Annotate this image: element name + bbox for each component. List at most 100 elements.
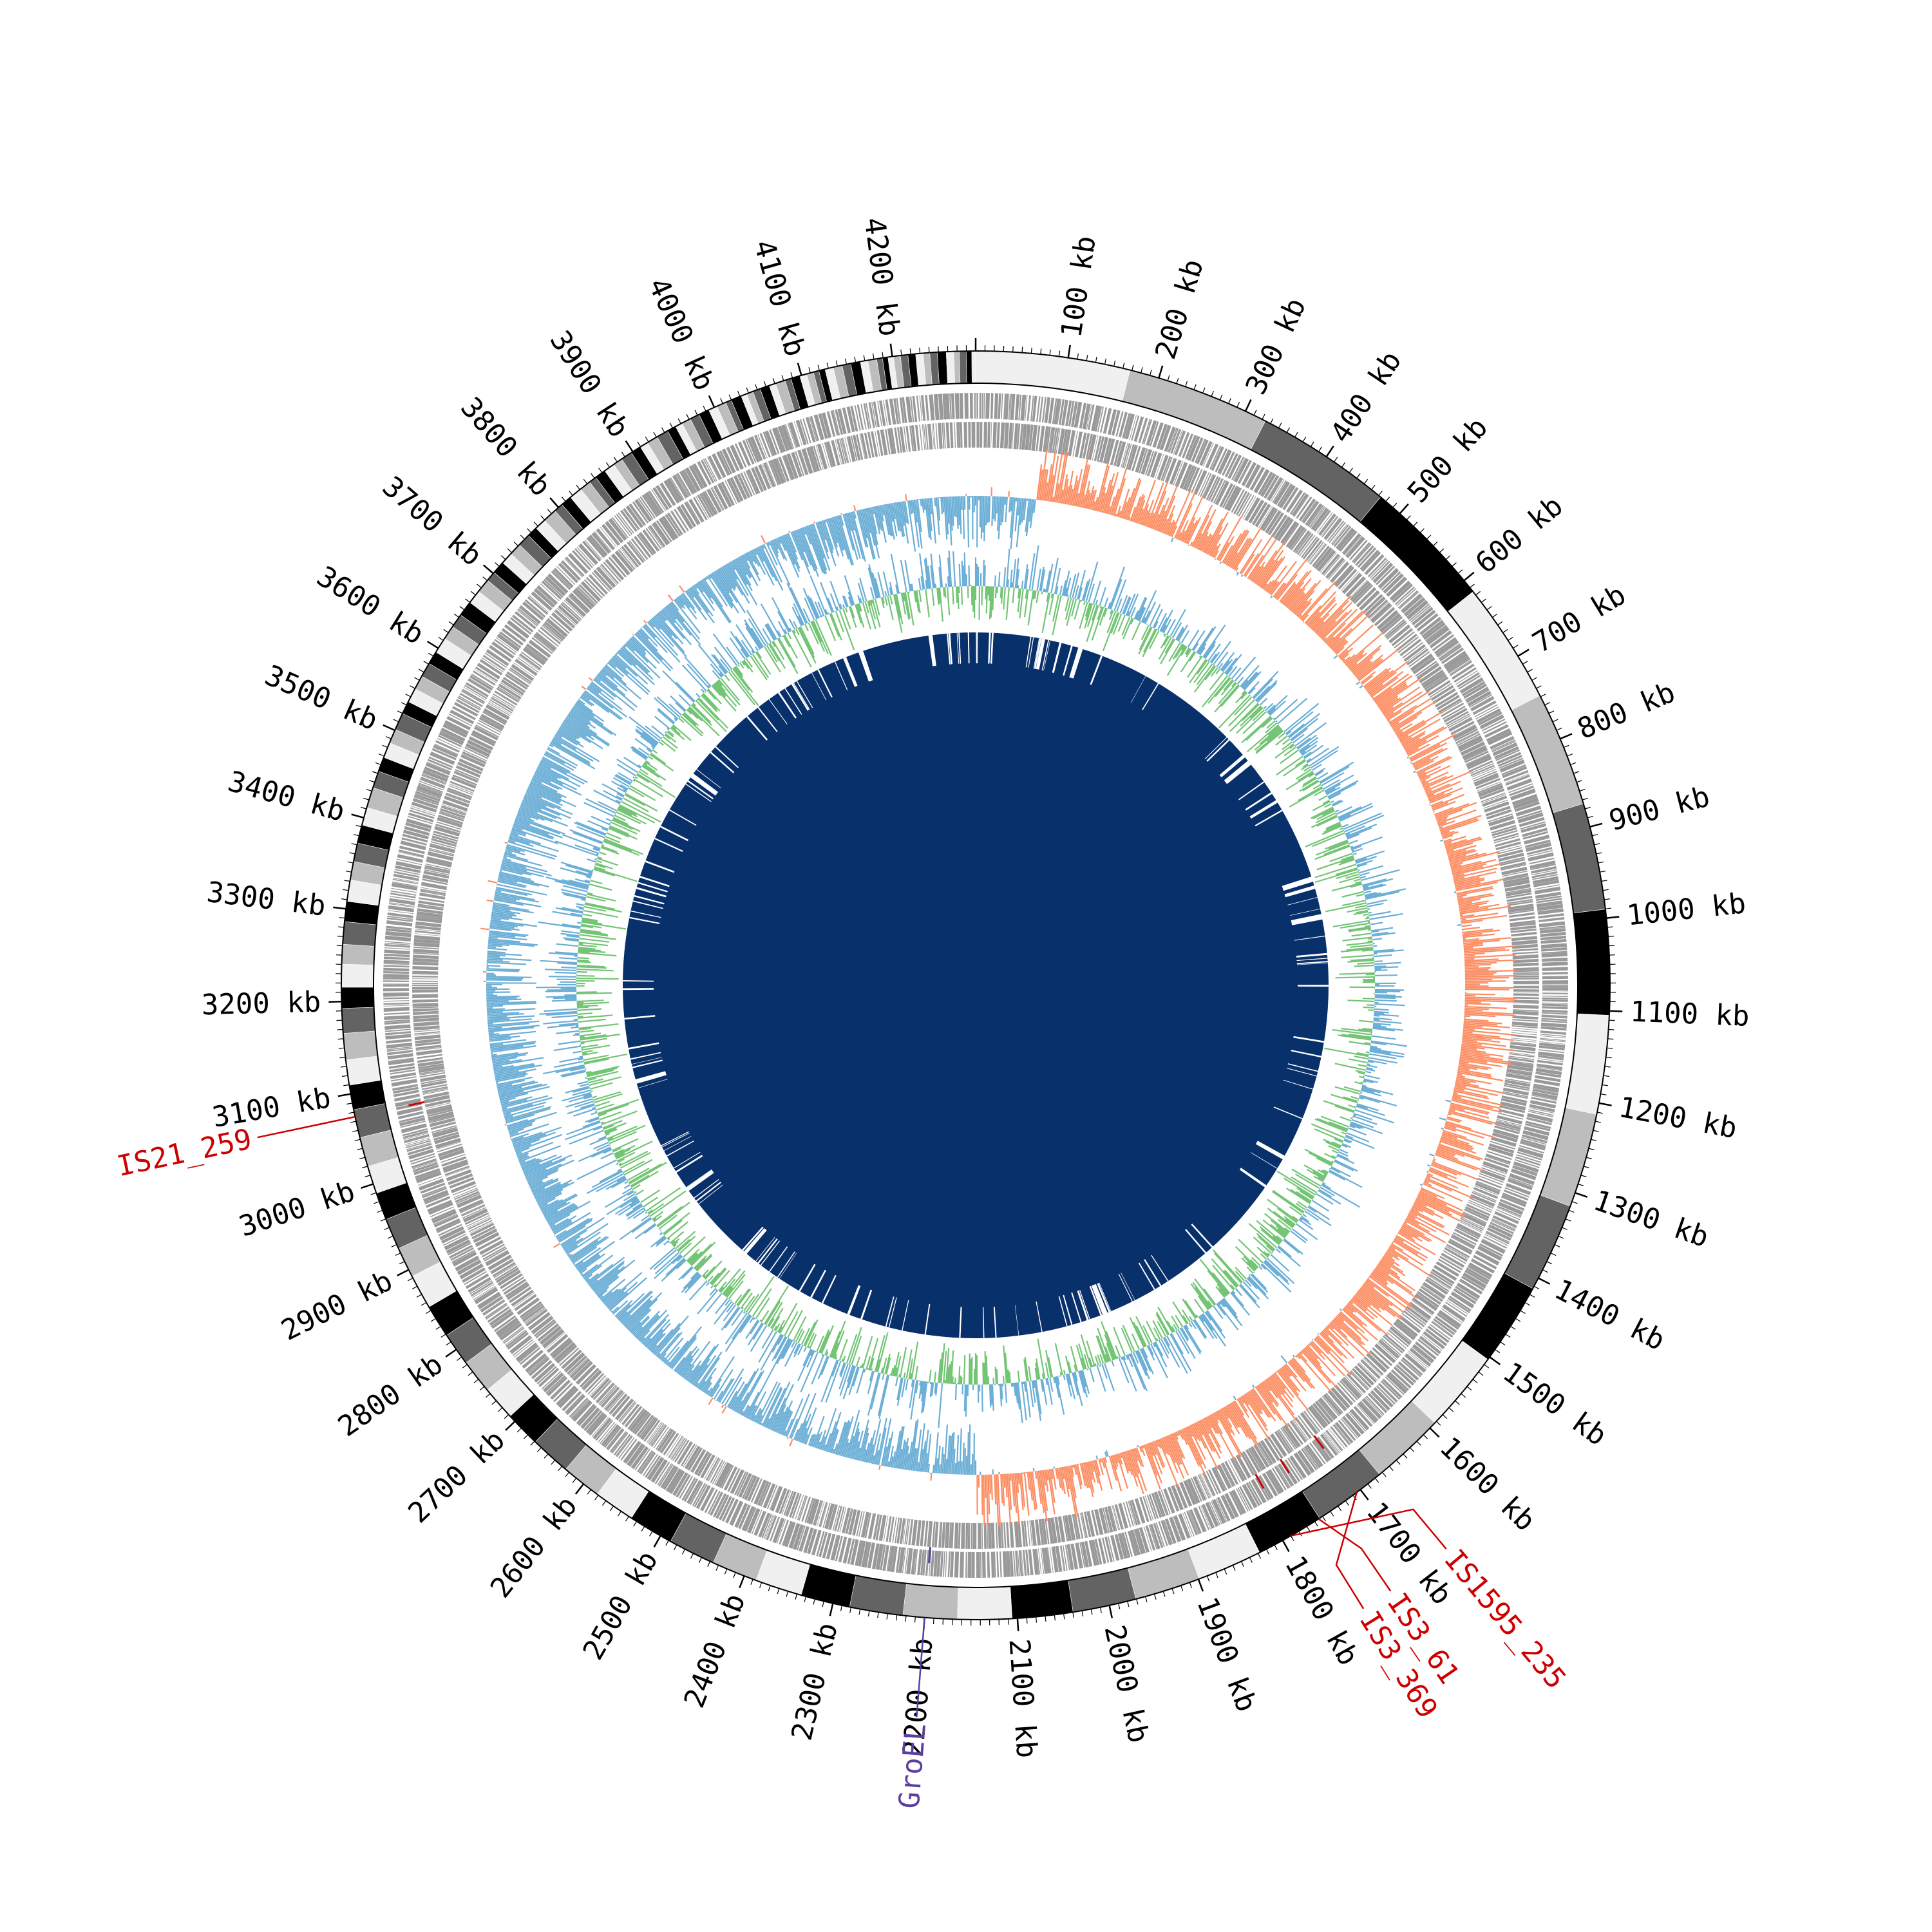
- gc-skew-bar: [858, 1419, 869, 1461]
- gene-feature: [724, 480, 737, 504]
- size-band: [341, 963, 374, 988]
- gc-skew-bar: [1115, 1454, 1119, 1464]
- gene-feature: [763, 462, 775, 488]
- gc-skew-bar: [1106, 471, 1119, 514]
- gene-feature: [741, 1506, 755, 1531]
- gene-feature: [433, 1215, 459, 1228]
- gene-feature: [1389, 1326, 1412, 1345]
- gene-feature: [906, 1548, 913, 1575]
- gc-skew-bar: [958, 496, 960, 526]
- gc-skew-bar: [1258, 1383, 1273, 1403]
- gene-feature: [599, 565, 618, 585]
- gene-feature: [419, 1072, 446, 1078]
- gene-feature: [1404, 1353, 1426, 1373]
- gene-feature: [1441, 647, 1464, 665]
- gc-skew-bar: [1406, 756, 1409, 759]
- gene-feature: [383, 992, 410, 997]
- gc-skew-bar: [573, 705, 617, 736]
- gene-feature: [1267, 477, 1283, 501]
- gene-feature: [1121, 442, 1128, 468]
- gene-feature: [1434, 637, 1457, 654]
- gene-feature: [949, 422, 954, 448]
- gc-content-bar: [1334, 1086, 1360, 1095]
- gene-feature: [1162, 1519, 1173, 1545]
- gc-skew-bar: [783, 535, 800, 572]
- gene-feature: [1531, 866, 1557, 874]
- gc-skew-bar: [786, 1398, 804, 1437]
- gene-feature: [1273, 480, 1291, 506]
- gene-feature: [1536, 1066, 1562, 1072]
- gene-feature: [819, 1531, 828, 1558]
- gc-content-bar: [1366, 899, 1388, 905]
- gc-skew-bar: [537, 1191, 562, 1204]
- gc-content-bar: [1356, 863, 1368, 868]
- gene-feature: [808, 1499, 820, 1525]
- gene-feature: [1009, 1522, 1014, 1548]
- gene-feature: [1330, 1426, 1348, 1448]
- gene-feature: [422, 1089, 448, 1095]
- gc-content-bar: [1347, 833, 1360, 840]
- gc-content-bar: [1359, 871, 1370, 876]
- gene-feature: [1302, 538, 1320, 560]
- gene-feature: [525, 1353, 547, 1373]
- gc-skew-bar: [831, 516, 844, 551]
- gene-feature: [414, 1032, 440, 1036]
- gc-skew-bar: [1074, 469, 1083, 506]
- gene-feature: [491, 1311, 514, 1329]
- gc-skew-bar: [898, 502, 905, 536]
- gc-skew-bar: [951, 1432, 955, 1475]
- gc-content-bar: [1335, 976, 1375, 979]
- gc-content-bar: [1374, 1008, 1389, 1011]
- gene-feature: [753, 1479, 768, 1505]
- gc-skew-bar: [1423, 1182, 1463, 1202]
- gene-feature: [1018, 394, 1022, 421]
- gc-content-bar: [1149, 630, 1160, 649]
- gene-feature: [1323, 1394, 1342, 1416]
- gc-skew-bar: [1348, 1302, 1389, 1336]
- gc-content-bar: [1368, 911, 1392, 916]
- gc-skew-bar: [605, 664, 623, 680]
- size-band: [936, 351, 948, 385]
- gc-skew-bar: [1143, 1444, 1161, 1490]
- gene-feature: [963, 422, 967, 448]
- gc-content-bar: [1361, 1086, 1381, 1094]
- gene-feature: [420, 1182, 446, 1194]
- gc-skew-bar: [1280, 1355, 1288, 1364]
- gene-feature: [1541, 1018, 1567, 1021]
- gc-skew-bar: [920, 498, 922, 507]
- gene-feature: [596, 528, 615, 551]
- gc-skew-bar: [639, 629, 649, 639]
- gc-skew-bar: [677, 596, 685, 606]
- gc-skew-bar: [901, 1441, 907, 1470]
- gc-skew-bar: [668, 1326, 703, 1368]
- gene-feature: [1328, 1428, 1345, 1449]
- gc-skew-bar: [589, 1279, 598, 1287]
- gc-skew-bar: [652, 1322, 681, 1354]
- gene-feature: [583, 579, 603, 599]
- gc-content-bar: [1095, 600, 1099, 605]
- gc-skew-bar: [597, 1286, 610, 1297]
- gc-content-bar: [1061, 580, 1067, 596]
- gc-skew-bar: [1454, 1088, 1488, 1097]
- gc-skew-bar: [590, 682, 602, 692]
- gc-skew-bar: [1459, 905, 1479, 910]
- gene-feature: [1336, 567, 1355, 587]
- gc-content-bar: [1363, 883, 1384, 890]
- gc-content-bar: [1040, 569, 1046, 592]
- gc-skew-bar: [747, 551, 754, 562]
- gc-content-bar: [1221, 660, 1230, 672]
- gc-skew-bar: [1165, 1435, 1185, 1479]
- gene-feature: [440, 806, 466, 816]
- gene-feature: [1477, 1245, 1502, 1261]
- gc-skew-bar: [935, 1458, 938, 1473]
- gene-feature: [627, 1443, 645, 1466]
- gc-content-bar: [1106, 611, 1117, 634]
- gene-feature: [543, 1372, 564, 1393]
- gene-feature: [1224, 486, 1239, 510]
- gene-feature: [1536, 898, 1562, 904]
- gene-feature: [624, 1406, 643, 1428]
- gc-content-bar: [1288, 713, 1320, 739]
- gene-feature: [1249, 466, 1265, 491]
- gc-skew-bar: [1223, 533, 1242, 564]
- gc-skew-bar: [781, 1411, 793, 1435]
